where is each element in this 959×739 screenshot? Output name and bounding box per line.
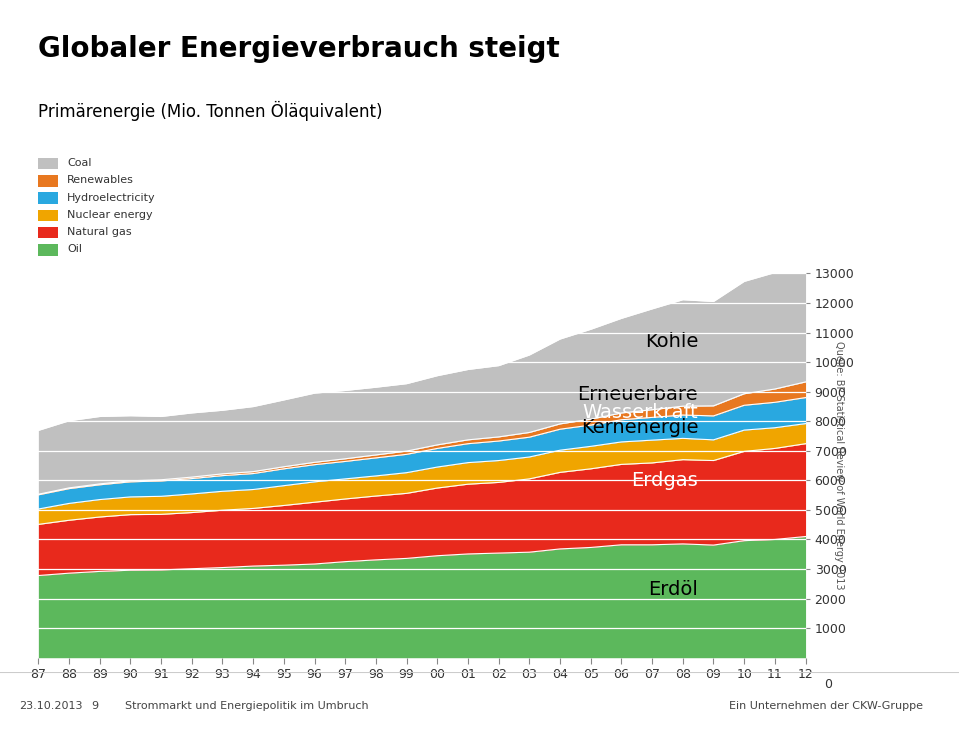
Text: Wasserkraft: Wasserkraft [582, 403, 698, 422]
Text: Hydroelectricity: Hydroelectricity [67, 193, 155, 202]
Bar [38, 175, 58, 186]
Bar [38, 192, 58, 204]
Text: Primärenergie (Mio. Tonnen Öläquivalent): Primärenergie (Mio. Tonnen Öläquivalent) [38, 101, 383, 121]
Bar [38, 210, 58, 221]
Text: Oil: Oil [67, 245, 82, 254]
Text: Nuclear energy: Nuclear energy [67, 210, 152, 220]
Text: Erdöl: Erdöl [648, 580, 698, 599]
Bar [38, 227, 58, 238]
Text: Quelle: BP Statistical Review of World Energy 2013: Quelle: BP Statistical Review of World E… [834, 341, 844, 590]
Text: Erdgas: Erdgas [631, 471, 698, 490]
Text: Renewables: Renewables [67, 175, 134, 185]
Text: Ein Unternehmen der CKW-Gruppe: Ein Unternehmen der CKW-Gruppe [729, 701, 923, 711]
Bar [38, 158, 58, 169]
Text: Globaler Energieverbrauch steigt: Globaler Energieverbrauch steigt [38, 35, 560, 63]
Text: Coal: Coal [67, 158, 92, 168]
Text: 23.10.2013: 23.10.2013 [19, 701, 82, 711]
Text: Strommarkt und Energiepolitik im Umbruch: Strommarkt und Energiepolitik im Umbruch [125, 701, 368, 711]
Text: Kernenergie: Kernenergie [580, 418, 698, 437]
Text: Erneuerbare: Erneuerbare [577, 385, 698, 404]
Text: 0: 0 [824, 678, 832, 692]
Bar [38, 244, 58, 256]
Text: Natural gas: Natural gas [67, 227, 131, 237]
Text: Kohle: Kohle [644, 332, 698, 351]
Text: 9: 9 [91, 701, 98, 711]
